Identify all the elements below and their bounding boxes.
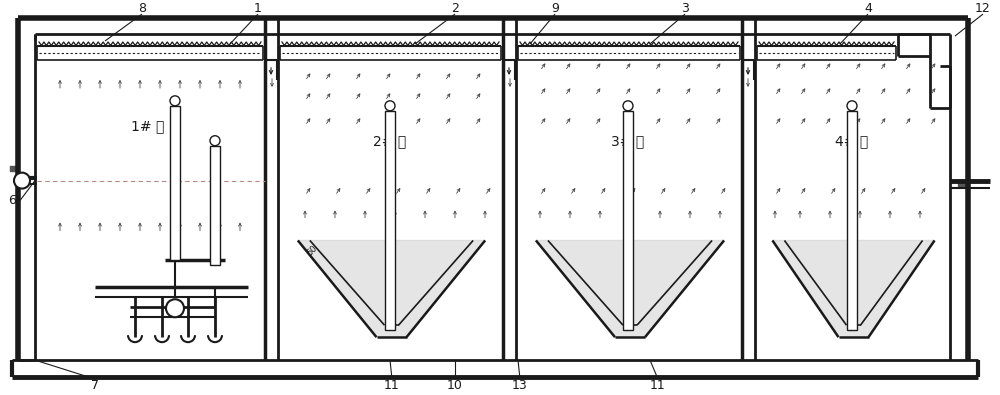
Text: 1# 池: 1# 池: [131, 119, 165, 133]
Text: 3: 3: [681, 2, 689, 15]
Circle shape: [385, 101, 395, 111]
Circle shape: [623, 101, 633, 111]
Text: 4: 4: [864, 2, 872, 15]
Text: 11: 11: [384, 378, 400, 391]
Text: 6: 6: [8, 194, 16, 207]
Text: 2# 池: 2# 池: [373, 134, 407, 148]
Text: 3# 池: 3# 池: [611, 134, 645, 148]
Text: 2: 2: [451, 2, 459, 15]
Text: 9: 9: [551, 2, 559, 15]
Bar: [385, 111, 395, 330]
Text: 13: 13: [512, 378, 528, 391]
Circle shape: [14, 173, 30, 188]
Bar: [210, 146, 220, 265]
Bar: [847, 111, 857, 330]
Polygon shape: [772, 241, 935, 337]
Polygon shape: [536, 241, 724, 337]
Bar: [623, 111, 633, 330]
Circle shape: [210, 136, 220, 146]
Text: 4# 池: 4# 池: [835, 134, 869, 148]
Text: 10: 10: [447, 378, 463, 391]
Text: 8: 8: [138, 2, 146, 15]
Text: 50: 50: [305, 243, 319, 257]
Circle shape: [166, 299, 184, 317]
Polygon shape: [298, 241, 485, 337]
Text: 11: 11: [650, 378, 666, 391]
Circle shape: [847, 101, 857, 111]
Circle shape: [170, 96, 180, 106]
Bar: [170, 106, 180, 260]
Text: 1: 1: [254, 2, 262, 15]
Text: 7: 7: [91, 378, 99, 391]
Text: 12: 12: [975, 2, 991, 15]
